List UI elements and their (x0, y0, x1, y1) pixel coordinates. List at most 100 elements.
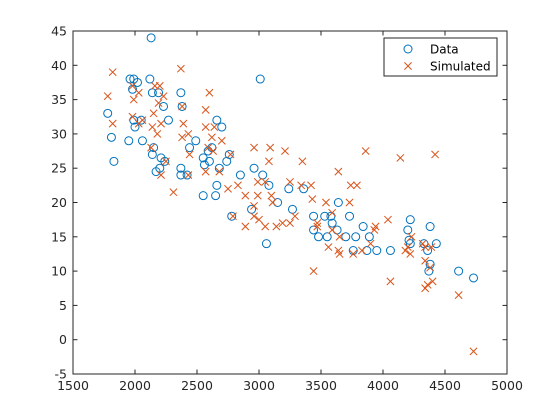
data-point (273, 198, 283, 207)
data-point (160, 156, 170, 166)
data-point (151, 167, 161, 177)
simulated-point (454, 291, 463, 300)
simulated-point (179, 119, 188, 128)
simulated-point (207, 133, 216, 142)
simulated-point (229, 212, 237, 221)
y-tick-label: 15 (51, 229, 67, 244)
data-point (109, 156, 119, 166)
simulated-point (253, 177, 262, 186)
data-point (261, 239, 271, 249)
legend-cross-marker (404, 62, 412, 70)
simulated-point (184, 171, 193, 180)
data-point (211, 191, 221, 201)
legend-circle-marker (403, 44, 413, 54)
simulated-point (176, 64, 185, 73)
data-point (132, 77, 142, 87)
simulated-point (201, 105, 210, 114)
simulated-point (426, 263, 435, 272)
data-point (136, 115, 146, 125)
simulated-point (431, 150, 440, 159)
simulated-point (396, 153, 405, 162)
x-tick-label: 2500 (181, 378, 213, 393)
simulated-point (322, 198, 330, 207)
data-point (255, 74, 265, 84)
data-point (147, 149, 157, 159)
simulated-point (328, 208, 337, 217)
simulated-point (266, 143, 275, 152)
simulated-point (313, 222, 322, 231)
simulated-point (224, 184, 232, 193)
data-point (264, 180, 274, 190)
data-point (345, 211, 355, 221)
data-point (309, 225, 319, 235)
data-point (385, 246, 395, 256)
simulated-point (353, 181, 361, 190)
y-tick-label: 20 (51, 195, 67, 210)
simulated-point (169, 188, 178, 197)
simulated-point (406, 249, 415, 258)
x-tick-label: 3000 (243, 378, 275, 393)
data-point (341, 232, 351, 242)
simulated-point (361, 147, 370, 156)
simulated-point (335, 249, 344, 258)
data-point (372, 246, 382, 256)
data-point (130, 122, 140, 132)
data-point (358, 222, 368, 232)
simulated-point (418, 239, 427, 248)
x-tick-label: 2000 (119, 378, 151, 393)
data-point (469, 273, 479, 283)
simulated-point (264, 157, 273, 166)
data-point (137, 136, 147, 146)
simulated-point (421, 284, 430, 293)
data-point (154, 88, 164, 98)
data-point (309, 211, 319, 221)
simulated-point (298, 157, 307, 166)
simulated-point (357, 246, 366, 255)
simulated-point (407, 232, 416, 241)
simulated-point (281, 147, 289, 156)
data-point (423, 246, 433, 256)
simulated-point (226, 150, 235, 159)
data-point (106, 132, 116, 142)
simulated-point (309, 267, 318, 276)
y-tick-label: 40 (51, 58, 67, 73)
x-tick-label: 4500 (429, 378, 461, 393)
y-tick-label: 45 (51, 24, 67, 39)
data-point (425, 222, 435, 232)
simulated-point (201, 167, 210, 176)
simulated-point (253, 191, 262, 200)
simulated-point (335, 232, 344, 241)
data-point (227, 211, 237, 221)
simulated-point (423, 280, 432, 289)
simulated-point (268, 198, 277, 207)
simulated-point (157, 119, 165, 128)
data-point (217, 122, 227, 132)
simulated-point (421, 243, 430, 252)
simulated-point (128, 81, 137, 90)
simulated-point (255, 215, 263, 224)
simulated-point (401, 246, 410, 255)
simulated-point (345, 198, 354, 207)
data-point (403, 225, 413, 235)
simulated-point (384, 215, 392, 224)
data-point (333, 198, 343, 207)
data-point (176, 163, 186, 173)
data-point (431, 239, 441, 249)
simulated-point (261, 222, 270, 231)
data-point (405, 239, 415, 249)
simulated-point (217, 136, 226, 145)
data-point (177, 101, 187, 111)
simulated-point (366, 239, 375, 248)
simulated-point (129, 95, 138, 104)
simulated-point (291, 212, 299, 221)
data-point (284, 184, 294, 194)
simulated-point (241, 191, 250, 200)
data-point (185, 143, 195, 153)
simulated-point (241, 222, 250, 231)
simulated-point (205, 88, 214, 97)
simulated-point (428, 277, 437, 286)
simulated-point (178, 133, 187, 142)
simulated-point (307, 181, 316, 190)
